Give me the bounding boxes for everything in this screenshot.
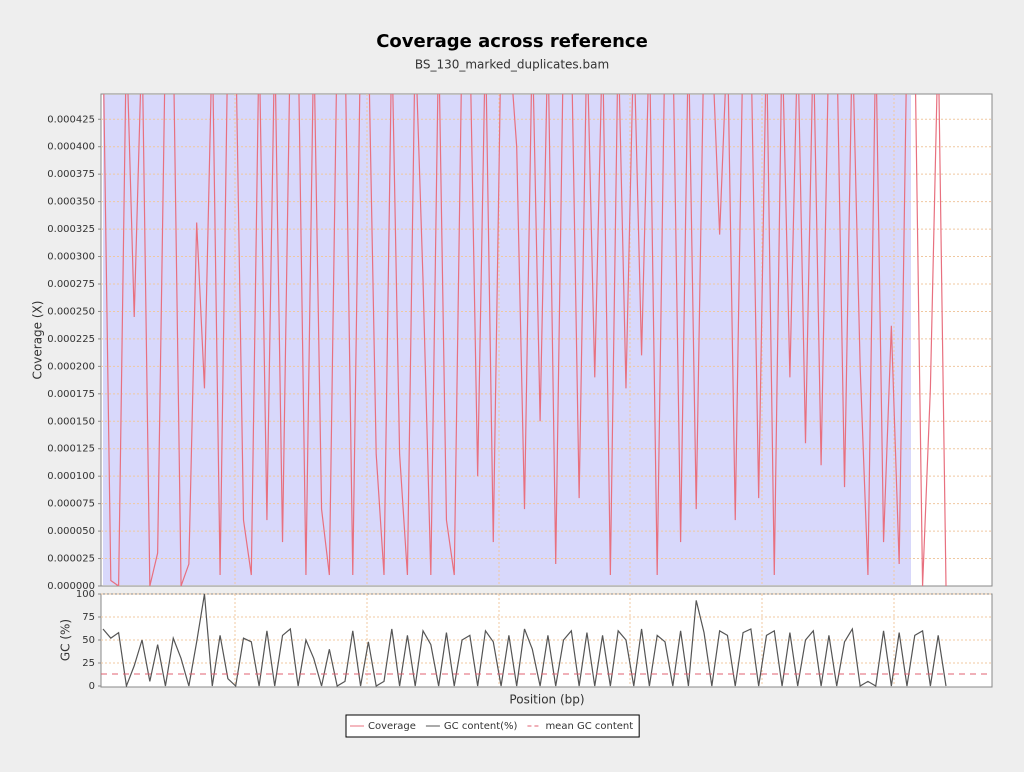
y-tick-label: 25 bbox=[82, 658, 95, 669]
y-tick-label: 0.000375 bbox=[47, 169, 95, 180]
gc-axis-label: GC (%) bbox=[59, 619, 73, 661]
y-tick-label: 50 bbox=[82, 635, 95, 646]
y-tick-label: 0.000425 bbox=[47, 114, 95, 125]
y-tick-label: 0.000225 bbox=[47, 334, 95, 345]
y-tick-label: 0.000125 bbox=[47, 444, 95, 455]
y-axis-label: Coverage (X) bbox=[31, 301, 45, 380]
y-tick-label: 0.000400 bbox=[47, 142, 95, 153]
y-tick-label: 100 bbox=[76, 589, 95, 600]
chart-subtitle: BS_130_marked_duplicates.bam bbox=[415, 58, 609, 72]
y-tick-label: 0.000325 bbox=[47, 224, 95, 235]
x-axis-label: Position (bp) bbox=[509, 693, 584, 707]
y-tick-label: 0.000100 bbox=[47, 471, 95, 482]
legend-label: mean GC content bbox=[545, 721, 633, 732]
y-tick-label: 0.000300 bbox=[47, 252, 95, 263]
line-series bbox=[102, 594, 947, 687]
y-tick-label: 0.000275 bbox=[47, 279, 95, 290]
y-tick-label: 0.000075 bbox=[47, 499, 95, 510]
covered-region bbox=[103, 95, 911, 585]
y-tick-label: 0.000150 bbox=[47, 416, 95, 427]
y-tick-label: 0.000250 bbox=[47, 306, 95, 317]
chart-title: Coverage across reference bbox=[376, 31, 648, 52]
y-tick-label: 0.000025 bbox=[47, 554, 95, 565]
y-tick-label: 0.000050 bbox=[47, 526, 95, 537]
y-tick-label: 0 bbox=[89, 681, 95, 692]
series-group bbox=[103, 94, 947, 586]
legend bbox=[345, 714, 640, 738]
y-tick-label: 0.000000 bbox=[47, 581, 95, 592]
y-tick-label: 0.000175 bbox=[47, 389, 95, 400]
y-tick-label: 75 bbox=[82, 612, 95, 623]
legend-label: GC content(%) bbox=[444, 721, 518, 732]
series-group bbox=[101, 594, 992, 687]
y-tick-label: 0.000200 bbox=[47, 361, 95, 372]
line-series bbox=[103, 94, 947, 586]
y-tick-label: 0.000350 bbox=[47, 197, 95, 208]
legend-label: Coverage bbox=[368, 721, 416, 732]
